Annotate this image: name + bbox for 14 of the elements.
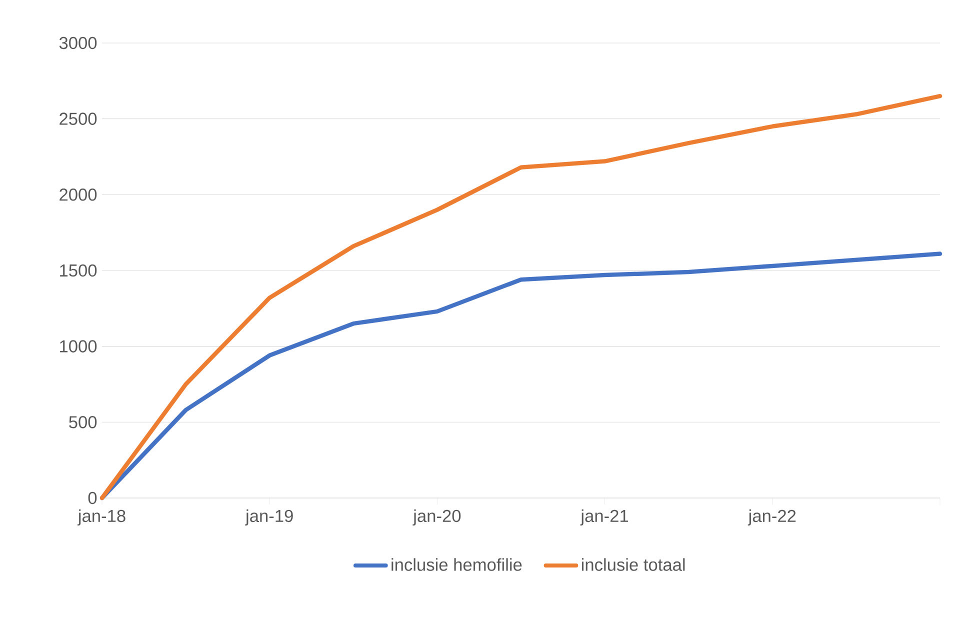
- x-tick-label: jan-22: [748, 509, 796, 526]
- legend-label: inclusie totaal: [582, 558, 685, 571]
- x-tick-label: jan-19: [245, 509, 293, 526]
- y-tick-label: 2000: [60, 188, 97, 201]
- x-tick-label: jan-20: [412, 509, 461, 526]
- y-tick-label: 2500: [60, 112, 97, 125]
- y-tick-label: 1000: [60, 340, 97, 352]
- y-tick-label: 0: [88, 492, 97, 504]
- y-tick-label: 3000: [59, 36, 97, 50]
- y-tick-label: 500: [69, 416, 97, 428]
- y-tick-label: 1500: [60, 264, 97, 277]
- x-tick-label: jan-21: [580, 509, 628, 526]
- x-tick-label: jan-18: [78, 509, 126, 526]
- legend-label: inclusie hemofilie: [392, 558, 522, 571]
